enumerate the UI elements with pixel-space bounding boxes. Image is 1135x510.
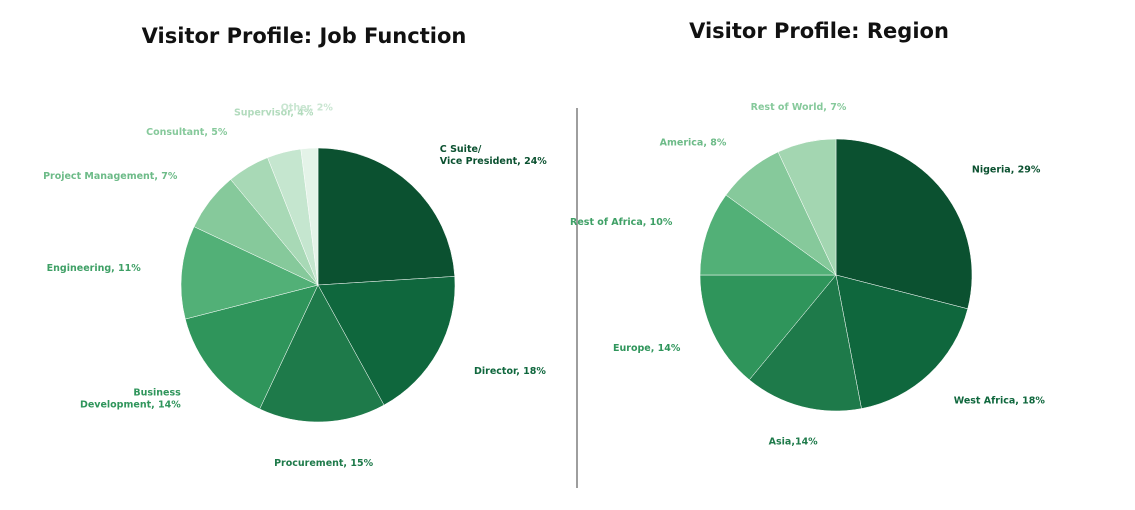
job-function-slice-business-development [184, 284, 319, 410]
job-function-label-director: Director, 18% [474, 366, 546, 377]
job-function-label-c-suite-vice-president: C Suite/Vice President, 24% [440, 144, 548, 167]
job-function-chart-title: Visitor Profile: Job Function [141, 24, 467, 48]
job-function-label-project-management: Project Management, 7% [43, 171, 178, 182]
region-label-west-africa: West Africa, 18% [954, 395, 1046, 406]
job-function-label-business-development: Business Development, 14% [80, 388, 181, 411]
job-function-slice-director [317, 276, 456, 406]
region-label-rest-of-world: Rest of World, 7% [751, 102, 847, 113]
region-slice-rest-of-africa [699, 194, 837, 276]
job-function-label-supervisor: Supervisor, 4% [234, 108, 314, 119]
job-function-slice-engineering [180, 226, 319, 320]
region-slice-west-africa [835, 274, 969, 409]
region-label-america: America, 8% [660, 138, 727, 149]
job-function-slice-c-suite-vice-president [317, 147, 455, 286]
job-function-label-procurement: Procurement, 15% [274, 458, 373, 469]
region-label-nigeria: Nigeria, 29% [972, 165, 1041, 176]
job-function-slice-other [300, 147, 319, 286]
region-chart-title: Visitor Profile: Region [689, 19, 949, 43]
region-slice-rest-of-world [777, 138, 837, 276]
region-label-europe: Europe, 14% [613, 343, 681, 354]
job-function-label-other: Other, 2% [281, 102, 334, 113]
region-label-asia: Asia,14% [769, 437, 819, 448]
job-function-slice-procurement [259, 284, 385, 423]
region-slice-europe [699, 274, 837, 381]
region-label-rest-of-africa: Rest of Africa, 10% [570, 217, 673, 228]
region-slice-asia [748, 274, 862, 412]
region-slice-nigeria [835, 138, 973, 310]
job-function-label-consultant: Consultant, 5% [146, 127, 228, 138]
job-function-label-engineering: Engineering, 11% [47, 263, 142, 274]
chart-divider [576, 108, 578, 488]
